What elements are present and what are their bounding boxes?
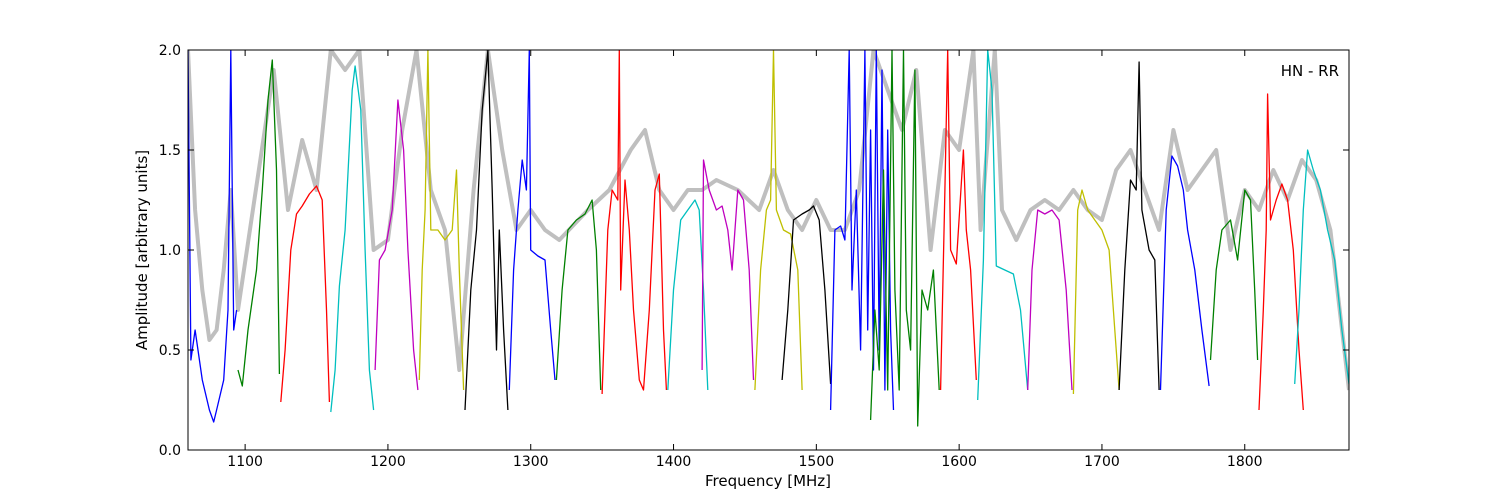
- y-tick-label: 0.0: [159, 443, 181, 459]
- series-line-3: [280, 185, 331, 403]
- x-tick-label: 1600: [941, 454, 977, 470]
- x-tick-label: 1100: [227, 454, 263, 470]
- y-axis-label: Amplitude [arbitrary units]: [133, 150, 151, 350]
- series-line-2: [237, 59, 281, 387]
- series-line-25: [1294, 149, 1349, 385]
- series-line-5: [374, 99, 419, 391]
- series-line-22: [1159, 155, 1210, 391]
- x-axis-label: Frequency [MHz]: [705, 472, 831, 490]
- series-line-24: [1258, 93, 1304, 411]
- series-line-10: [601, 50, 668, 395]
- series-line-20: [1072, 189, 1120, 395]
- series-line-23: [1209, 189, 1259, 361]
- x-tick-label: 1200: [370, 454, 406, 470]
- reference-envelope: [188, 50, 1349, 391]
- series-line-6: [418, 50, 465, 391]
- x-tick-label: 1400: [656, 454, 692, 470]
- series-line-1: [188, 50, 238, 423]
- series-line-18: [977, 50, 1029, 401]
- series-line-9: [555, 199, 602, 391]
- series-line-16: [869, 50, 940, 427]
- y-tick-label: 1.5: [159, 143, 181, 159]
- series-line-21: [1118, 61, 1160, 391]
- x-tick-label: 1500: [799, 454, 835, 470]
- x-tick-label: 1800: [1227, 454, 1263, 470]
- y-tick-label: 0.5: [159, 343, 181, 359]
- series-line-15: [829, 50, 895, 411]
- x-axis: 1100 1200 1300 1400 1500 1600 1700 1800: [227, 50, 1263, 470]
- y-tick-label: 1.0: [159, 243, 181, 259]
- series-line-12: [701, 159, 755, 381]
- series-line-19: [1027, 209, 1073, 391]
- plot-area: [188, 50, 1349, 427]
- y-axis: 0.0 0.5 1.0 1.5 2.0: [159, 43, 1349, 459]
- series-group: [188, 50, 1349, 427]
- x-tick-label: 1700: [1084, 454, 1120, 470]
- series-line-14: [781, 205, 832, 385]
- series-line-4: [330, 65, 375, 413]
- series-line-17: [939, 50, 977, 391]
- series-line-7: [464, 50, 509, 411]
- series-line-13: [754, 50, 803, 391]
- x-tick-label: 1300: [513, 454, 549, 470]
- chart-annotation: HN - RR: [1281, 62, 1339, 80]
- series-line-8: [508, 50, 556, 391]
- y-tick-label: 2.0: [159, 43, 181, 59]
